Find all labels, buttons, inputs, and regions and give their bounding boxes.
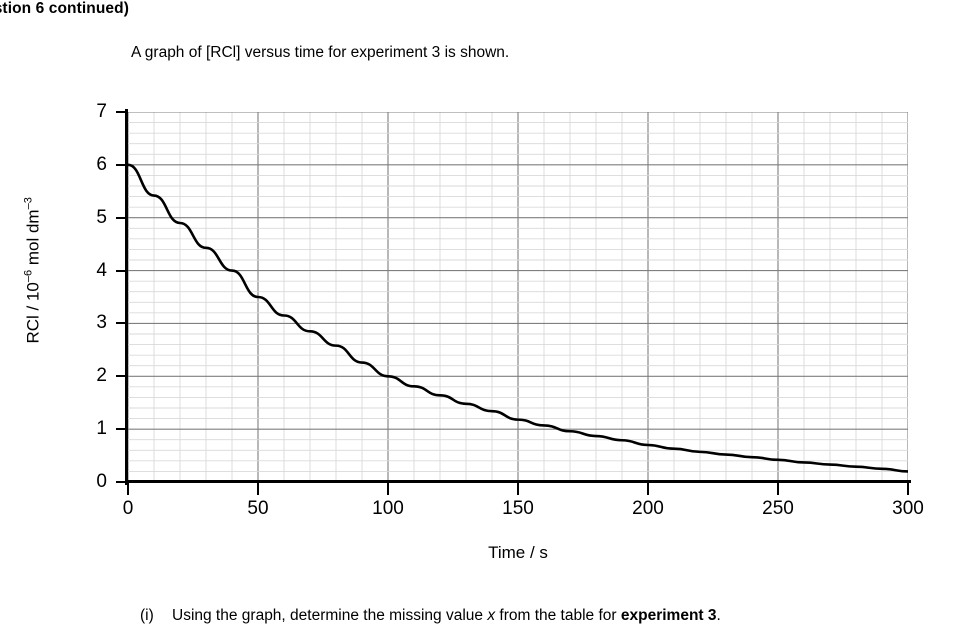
grid-lines <box>128 112 908 482</box>
x-axis-title: Time / s <box>488 543 548 562</box>
x-axis-tick-label: 150 <box>502 498 534 519</box>
x-axis-tick <box>777 483 779 495</box>
y-axis-tick-label: 4 <box>96 259 107 281</box>
x-axis-tick <box>127 483 129 495</box>
x-axis-tick-label: 100 <box>372 498 404 519</box>
x-axis-tick-label: 50 <box>247 498 269 519</box>
y-axis-tick <box>116 269 128 272</box>
rcl-vs-time-chart: 0 1 2 3 4 5 6 7 0 50 100 150 200 250 300 RCl / 10–6 m… <box>0 95 970 585</box>
x-axis-tick-label: 250 <box>762 498 794 519</box>
decay-curve <box>128 112 908 482</box>
y-axis-title: RCl / 10–6 mol dm–3 <box>22 197 43 344</box>
y-axis-tick-label: 6 <box>96 153 107 175</box>
y-axis-tick-label: 3 <box>96 312 107 334</box>
x-axis-tick <box>647 483 649 495</box>
y-axis-tick <box>116 481 128 483</box>
plot-area <box>128 112 908 482</box>
question-continued-header: (Question 6 continued) <box>0 0 129 17</box>
y-axis-tick <box>116 322 128 325</box>
x-axis-tick-label: 300 <box>892 498 924 519</box>
x-axis-tick-label: 0 <box>122 498 134 519</box>
x-axis-tick-label: 200 <box>632 498 664 519</box>
y-axis-tick-label: 5 <box>96 206 107 228</box>
subquestion-marker: (i) <box>140 607 154 624</box>
x-axis-line <box>125 480 911 483</box>
y-axis-tick <box>116 111 128 113</box>
y-axis-tick-label: 2 <box>96 365 107 387</box>
subquestion-text: Using the graph, determine the missing v… <box>172 607 721 624</box>
y-axis-tick-label: 0 <box>96 471 107 492</box>
x-axis-tick <box>517 483 519 495</box>
y-axis-tick <box>116 428 128 431</box>
x-axis-tick <box>907 483 909 495</box>
graph-intro-text: A graph of [RCl] versus time for experim… <box>131 44 510 61</box>
x-axis-tick <box>257 483 259 495</box>
y-axis-tick-label: 7 <box>96 101 107 122</box>
x-axis-tick <box>387 483 389 495</box>
y-axis-tick-label: 1 <box>96 418 107 440</box>
y-axis-line <box>125 109 128 485</box>
y-axis-tick <box>116 163 128 166</box>
y-axis-tick <box>116 375 128 378</box>
y-axis-tick <box>116 216 128 219</box>
